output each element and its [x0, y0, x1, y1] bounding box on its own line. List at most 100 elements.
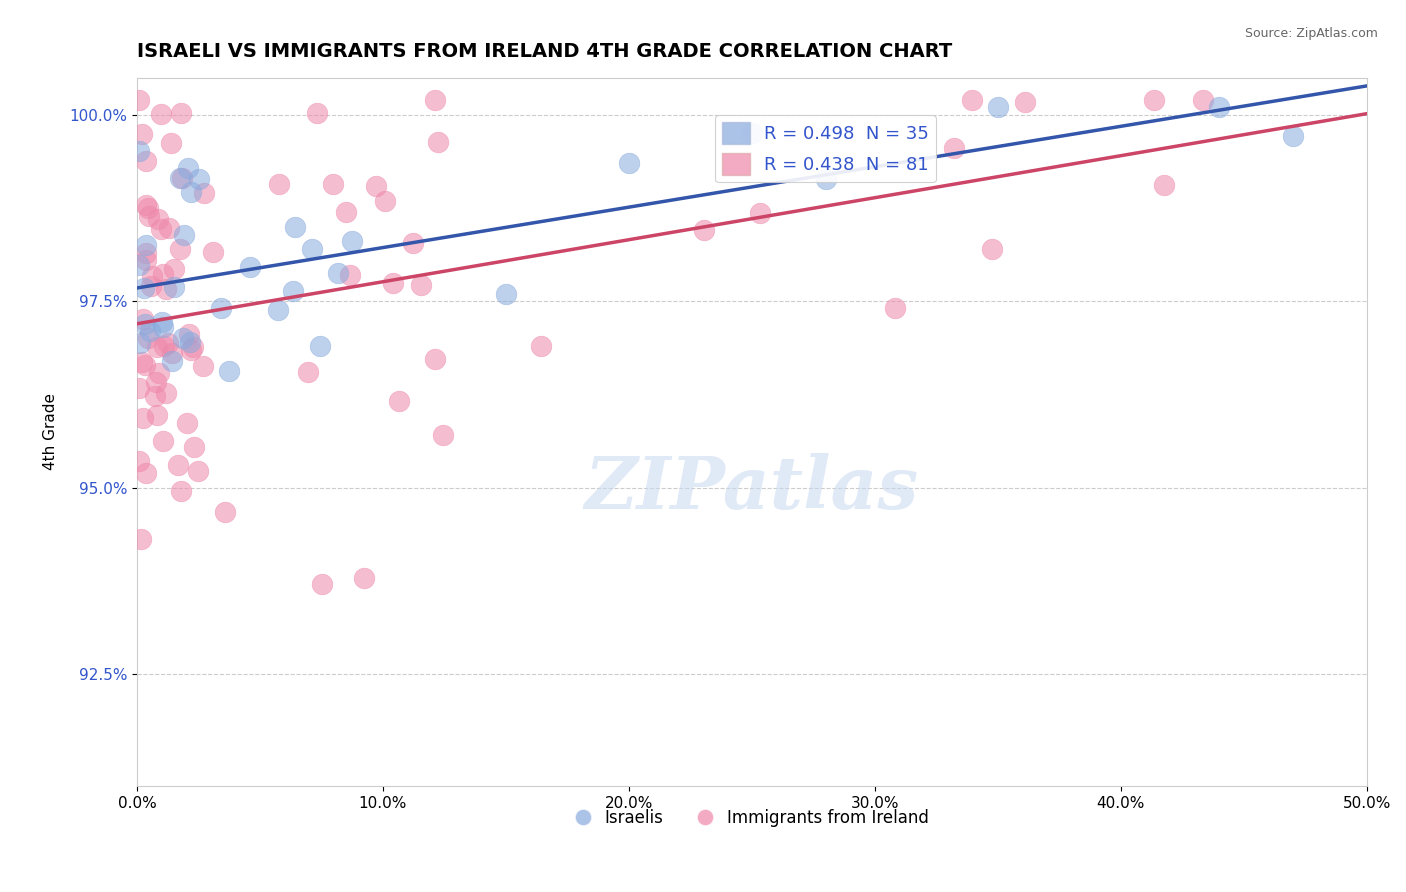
Immigrants from Ireland: [128, 93, 150, 107]
Immigrants from Ireland: [131, 355, 153, 369]
Immigrants from Ireland: [693, 223, 716, 237]
Immigrants from Ireland: [155, 282, 177, 296]
Immigrants from Ireland: [155, 386, 177, 401]
Immigrants from Ireland: [353, 571, 375, 585]
Immigrants from Ireland: [146, 408, 169, 422]
Immigrants from Ireland: [214, 505, 236, 519]
Immigrants from Ireland: [135, 245, 157, 260]
Israelis: [340, 234, 363, 248]
Immigrants from Ireland: [135, 198, 157, 212]
Immigrants from Ireland: [141, 269, 163, 284]
Israelis: [209, 301, 232, 315]
Israelis: [160, 354, 183, 368]
Immigrants from Ireland: [180, 343, 202, 358]
Israelis: [239, 260, 262, 274]
Israelis: [180, 186, 202, 200]
Immigrants from Ireland: [884, 301, 907, 315]
Immigrants from Ireland: [148, 367, 170, 381]
Immigrants from Ireland: [943, 141, 966, 155]
Israelis: [172, 331, 194, 345]
Israelis: [1282, 129, 1305, 144]
Immigrants from Ireland: [191, 359, 214, 374]
Israelis: [152, 315, 174, 329]
Immigrants from Ireland: [136, 201, 159, 215]
Israelis: [267, 303, 290, 318]
Immigrants from Ireland: [132, 312, 155, 326]
Israelis: [128, 258, 150, 272]
Israelis: [326, 266, 349, 280]
Israelis: [495, 286, 517, 301]
Israelis: [218, 364, 240, 378]
Immigrants from Ireland: [156, 336, 179, 351]
Israelis: [814, 171, 837, 186]
Immigrants from Ireland: [305, 105, 328, 120]
Immigrants from Ireland: [339, 268, 361, 282]
Immigrants from Ireland: [373, 194, 395, 208]
Immigrants from Ireland: [401, 235, 423, 250]
Immigrants from Ireland: [159, 136, 181, 150]
Immigrants from Ireland: [335, 205, 357, 219]
Israelis: [187, 172, 209, 186]
Israelis: [169, 170, 191, 185]
Israelis: [128, 145, 150, 159]
Israelis: [152, 320, 174, 334]
Immigrants from Ireland: [152, 268, 174, 282]
Text: ZIPatlas: ZIPatlas: [585, 453, 920, 524]
Immigrants from Ireland: [432, 427, 454, 442]
Immigrants from Ireland: [423, 93, 446, 107]
Israelis: [179, 335, 201, 350]
Israelis: [284, 219, 307, 234]
Immigrants from Ireland: [150, 222, 173, 236]
Immigrants from Ireland: [170, 484, 193, 499]
Israelis: [138, 324, 160, 338]
Immigrants from Ireland: [135, 466, 157, 480]
Israelis: [617, 156, 640, 170]
Immigrants from Ireland: [202, 245, 225, 260]
Israelis: [163, 279, 186, 293]
Immigrants from Ireland: [530, 339, 553, 353]
Israelis: [134, 317, 156, 331]
Immigrants from Ireland: [388, 393, 411, 408]
Immigrants from Ireland: [749, 205, 772, 219]
Immigrants from Ireland: [426, 136, 449, 150]
Immigrants from Ireland: [177, 327, 200, 342]
Immigrants from Ireland: [128, 454, 150, 468]
Immigrants from Ireland: [138, 210, 160, 224]
Immigrants from Ireland: [960, 93, 983, 107]
Israelis: [1208, 100, 1230, 114]
Immigrants from Ireland: [135, 252, 157, 267]
Israelis: [132, 281, 155, 295]
Immigrants from Ireland: [187, 464, 209, 478]
Immigrants from Ireland: [381, 277, 404, 291]
Immigrants from Ireland: [1143, 93, 1166, 107]
Israelis: [177, 161, 200, 176]
Immigrants from Ireland: [143, 389, 166, 403]
Immigrants from Ireland: [423, 352, 446, 367]
Immigrants from Ireland: [269, 177, 291, 191]
Immigrants from Ireland: [135, 154, 157, 169]
Immigrants from Ireland: [132, 410, 155, 425]
Immigrants from Ireland: [311, 577, 333, 591]
Immigrants from Ireland: [153, 339, 176, 353]
Immigrants from Ireland: [181, 340, 204, 354]
Text: ISRAELI VS IMMIGRANTS FROM IRELAND 4TH GRADE CORRELATION CHART: ISRAELI VS IMMIGRANTS FROM IRELAND 4TH G…: [136, 42, 952, 61]
Immigrants from Ireland: [146, 211, 169, 226]
Immigrants from Ireland: [145, 375, 167, 389]
Israelis: [173, 227, 195, 242]
Immigrants from Ireland: [136, 331, 159, 345]
Immigrants from Ireland: [364, 179, 387, 194]
Immigrants from Ireland: [160, 346, 183, 360]
Immigrants from Ireland: [322, 177, 344, 191]
Immigrants from Ireland: [134, 358, 156, 372]
Immigrants from Ireland: [1192, 93, 1215, 107]
Israelis: [301, 242, 323, 256]
Israelis: [741, 126, 763, 140]
Immigrants from Ireland: [128, 381, 150, 395]
Immigrants from Ireland: [183, 440, 205, 454]
Immigrants from Ireland: [150, 107, 173, 121]
Israelis: [987, 100, 1010, 114]
Israelis: [308, 338, 330, 352]
Immigrants from Ireland: [146, 339, 169, 353]
Immigrants from Ireland: [169, 242, 191, 256]
Y-axis label: 4th Grade: 4th Grade: [44, 393, 58, 470]
